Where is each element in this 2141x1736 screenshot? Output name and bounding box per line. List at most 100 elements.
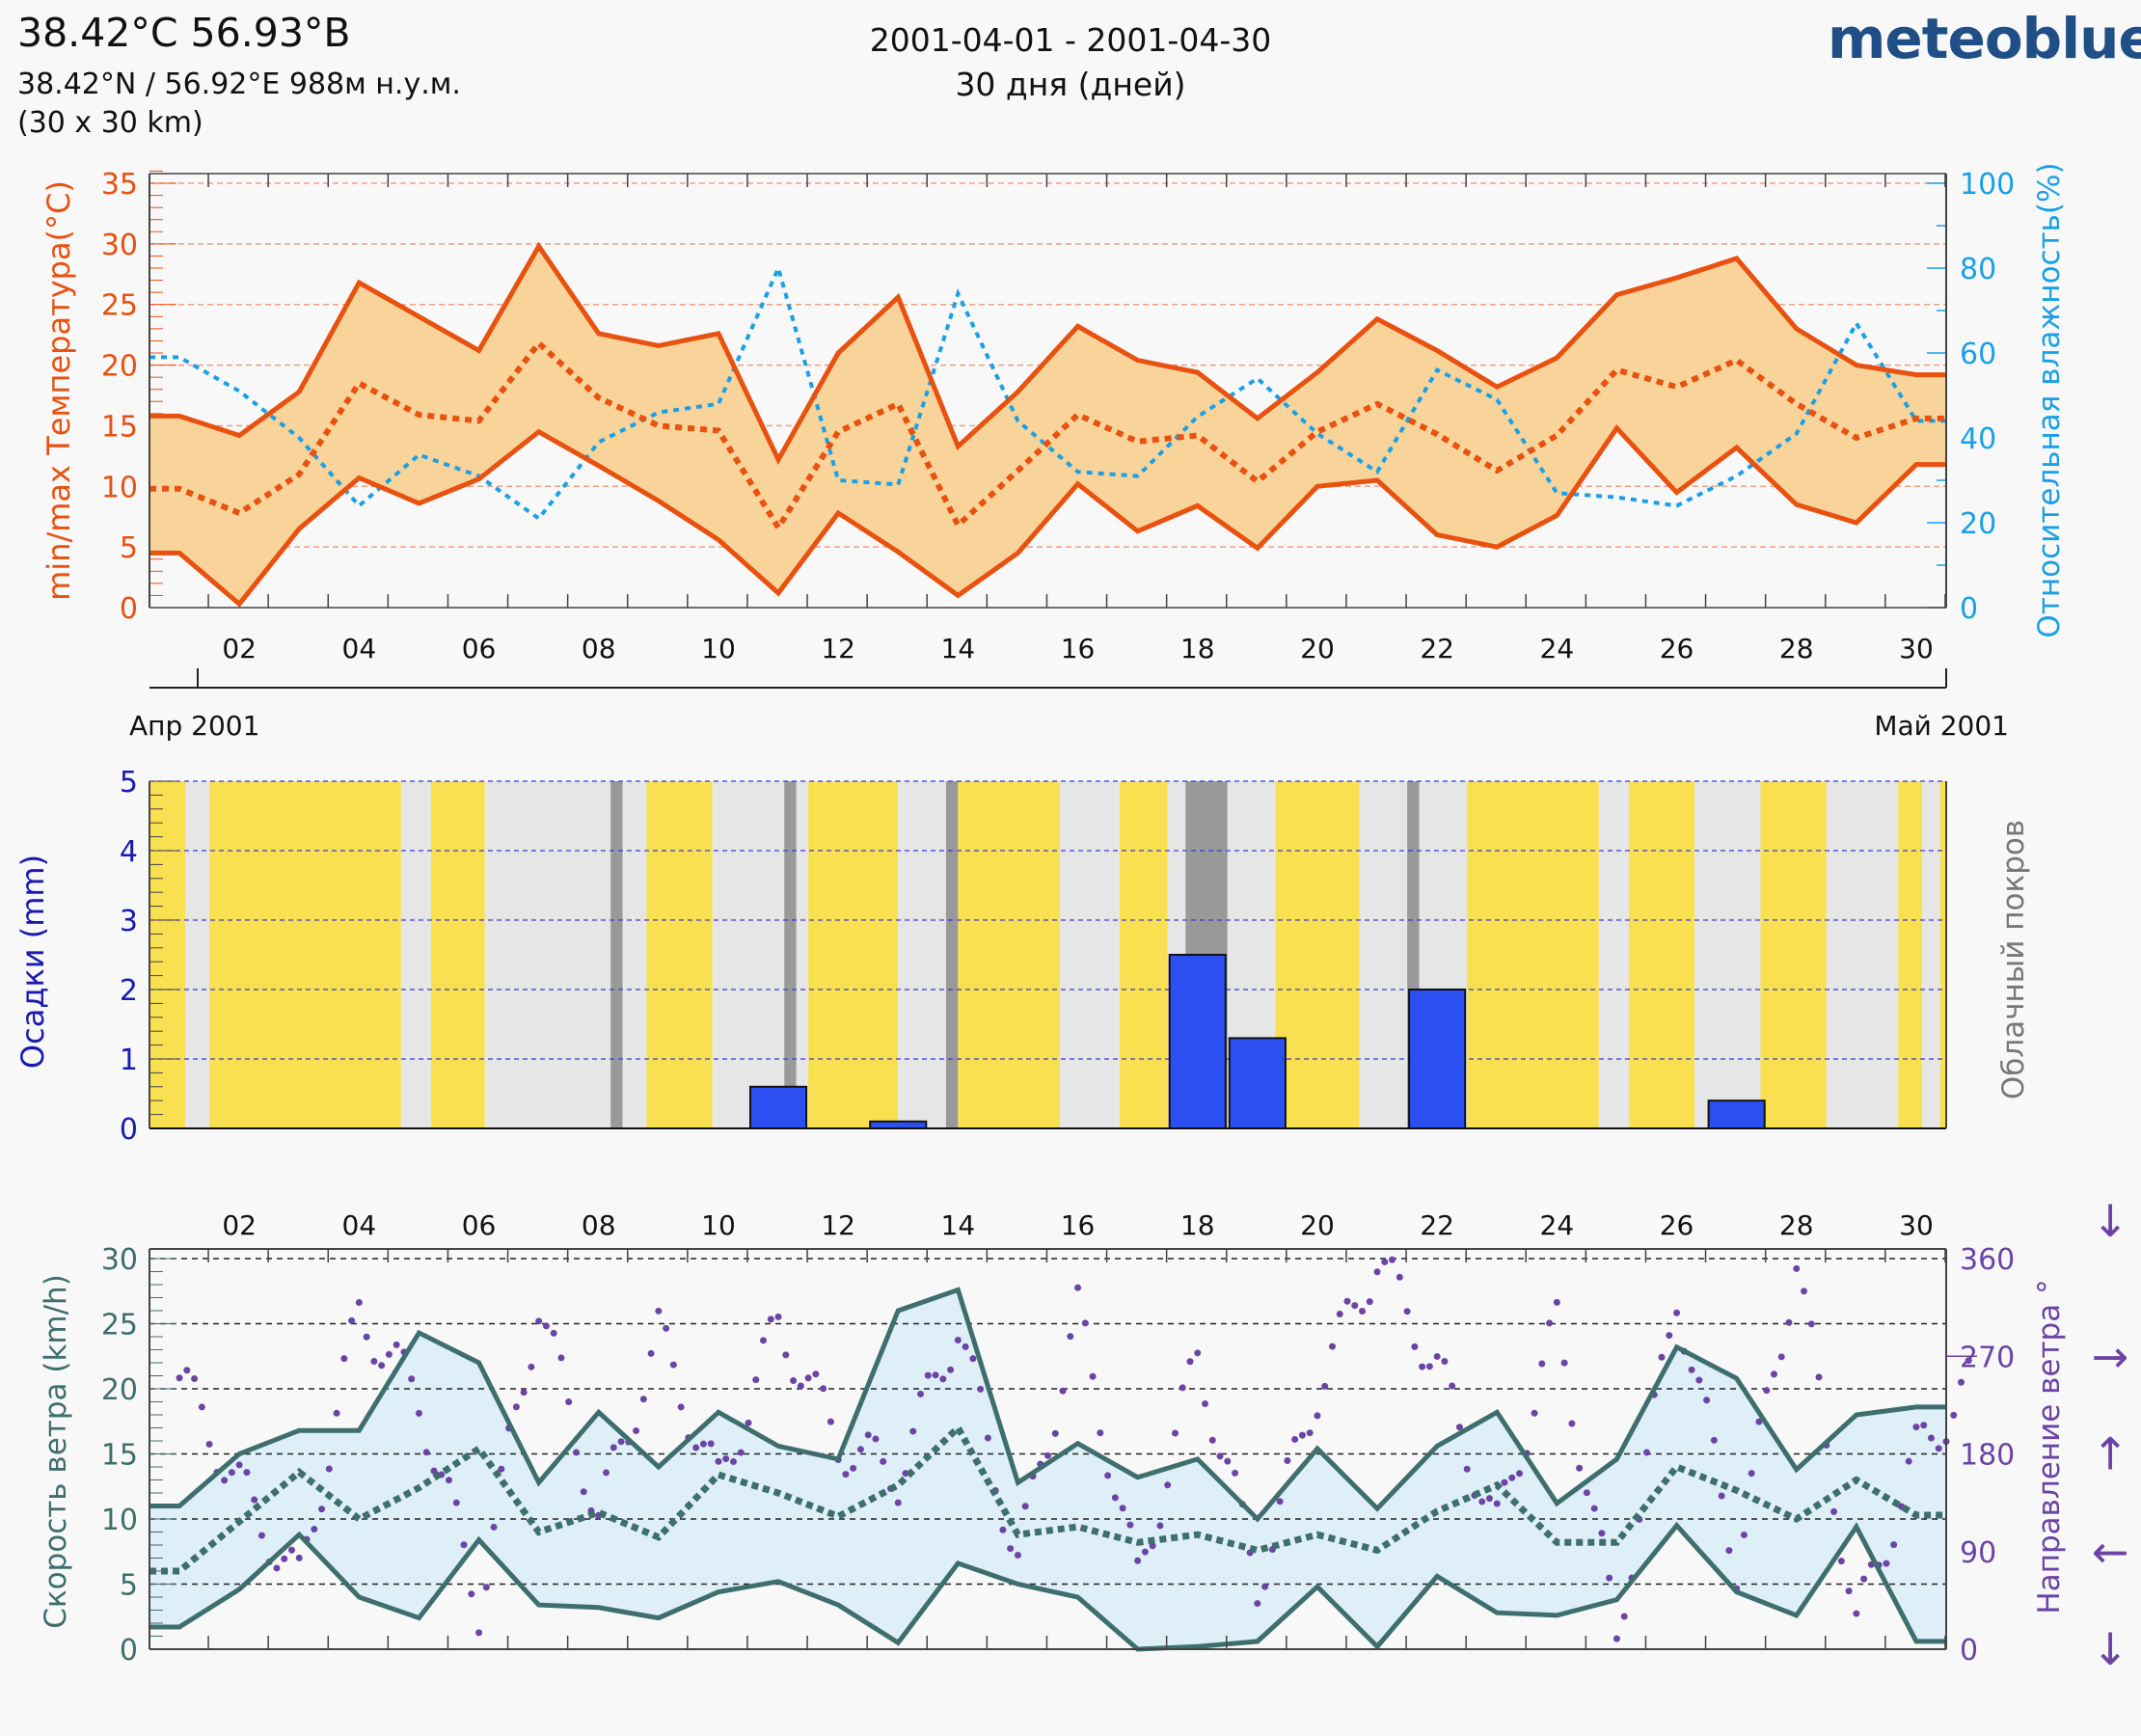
humidity-tick-label: 0 (1960, 592, 1978, 626)
wind-direction-dot (603, 1469, 610, 1477)
cloud-band-sun (1467, 781, 1599, 1128)
wind-direction-dot (1059, 1387, 1067, 1395)
wind-direction-dot (917, 1390, 925, 1397)
wind-date-tick-label: 14 (941, 1209, 976, 1241)
precipitation-panel: 0 1 2 3 4 5 Осадки (mm) Облачный покров (14, 766, 2031, 1147)
wind-direction-dot (1419, 1363, 1426, 1370)
wind-direction-dot (699, 1440, 707, 1448)
wind-direction-dot (370, 1358, 378, 1366)
precip-bar (749, 1085, 808, 1130)
wind-direction-dot (1643, 1449, 1650, 1456)
precip-bar (1408, 989, 1467, 1129)
wind-direction-dot (1186, 1358, 1194, 1366)
wind-tick-label: 30 (101, 1243, 138, 1277)
wind-direction-dot (1770, 1370, 1777, 1378)
period-range: 2001-04-01 - 2001-04-30 (869, 21, 1272, 59)
wind-direction-dot (1860, 1575, 1868, 1583)
wind-direction-dot (1007, 1545, 1015, 1553)
period-days: 30 дня (дней) (955, 66, 1186, 103)
wind-direction-dot (1695, 1376, 1703, 1384)
wind-direction-dot (1044, 1451, 1051, 1459)
wind-direction-dot (1927, 1434, 1935, 1442)
wind-direction-dot (962, 1343, 969, 1350)
wind-direction-dot (1538, 1360, 1546, 1368)
wind-direction-dot (1793, 1264, 1801, 1272)
temp-max-line (149, 241, 1946, 466)
wind-mean-line (149, 1422, 1946, 1575)
wind-direction-dot (954, 1336, 962, 1343)
wind-direction-dot (1777, 1353, 1785, 1361)
cloud-band-light (898, 781, 946, 1128)
date-tick-label: 12 (821, 633, 855, 665)
precip-bar (869, 1120, 928, 1130)
wind-direction-dot (1576, 1464, 1584, 1472)
wind-direction-dot (1785, 1318, 1793, 1326)
direction-tick-label: 0 (1960, 1634, 1978, 1668)
wind-direction-dot (1097, 1429, 1104, 1437)
wind-direction-dot (393, 1341, 400, 1348)
temp-tick-label: 25 (101, 289, 138, 323)
wind-direction-dot (1051, 1429, 1059, 1437)
wind-direction-dot (1890, 1541, 1898, 1549)
direction-tick-label: 90 (1960, 1536, 1996, 1570)
wind-direction-dot (273, 1564, 281, 1572)
wind-direction-dot (999, 1526, 1007, 1533)
wind-direction-dot (669, 1361, 677, 1369)
cloud-band-dark (945, 781, 959, 1128)
wind-panel: 02 04 06 08 10 12 14 16 18 20 22 24 26 28 30 0 5 10 15 20 25… (39, 1195, 2128, 1675)
precip-bar (1168, 954, 1227, 1129)
wind-direction-dot (535, 1317, 543, 1325)
wind-direction-dot (1389, 1256, 1396, 1263)
wind-tick-label: 15 (101, 1439, 138, 1473)
cloud-band-sun (1939, 781, 1946, 1128)
wind-direction-dot (311, 1525, 318, 1533)
date-tick-label: 06 (462, 633, 497, 665)
wind-direction-dot (1531, 1409, 1538, 1417)
wind-direction-dot (715, 1457, 722, 1465)
wind-direction-dot (1373, 1268, 1381, 1276)
wind-direction-dot (894, 1499, 902, 1506)
date-tick-label: 24 (1540, 633, 1575, 665)
wind-direction-dot (782, 1351, 790, 1359)
wind-direction-dot (729, 1458, 737, 1466)
wind-tick-label: 5 (120, 1569, 138, 1603)
temp-axis-title: min/max Температура(°C) (41, 180, 77, 601)
temp-range-fill (149, 246, 1916, 605)
date-tick-label: 16 (1061, 633, 1096, 665)
wind-direction-dot (550, 1329, 557, 1337)
wind-direction-dot (722, 1455, 730, 1463)
temp-tick-label: 5 (120, 531, 138, 565)
wind-date-tick-label: 12 (821, 1209, 855, 1241)
wind-direction-dot (1321, 1382, 1329, 1390)
wind-direction-dot (677, 1403, 685, 1411)
wind-direction-dot (1089, 1372, 1097, 1380)
wind-direction-dot (633, 1427, 640, 1435)
cloud-band-light (1694, 781, 1761, 1128)
wind-direction-dot (176, 1374, 183, 1382)
wind-tick-label: 20 (101, 1373, 138, 1407)
wind-direction-dot (880, 1457, 887, 1465)
wind-direction-dot (1396, 1273, 1403, 1281)
wind-direction-dot (1950, 1411, 1958, 1419)
humidity-axis-title: Относительная влажность(%) (2032, 162, 2067, 637)
wind-direction-dot (408, 1375, 416, 1383)
wind-direction-dot (1149, 1542, 1156, 1550)
wind-direction-dot (850, 1464, 857, 1472)
wind-date-tick-label: 02 (222, 1209, 257, 1241)
wind-direction-dot (1583, 1489, 1590, 1497)
cloud-band-light (1359, 781, 1408, 1128)
wind-tick-label: 0 (120, 1634, 138, 1668)
wind-direction-dot (1179, 1384, 1186, 1392)
wind-direction-dot (378, 1362, 386, 1370)
wind-direction-dot (557, 1354, 565, 1362)
wind-direction-dot (1508, 1474, 1516, 1481)
date-tick-label: 08 (582, 633, 616, 665)
wind-direction-dot (318, 1505, 326, 1513)
temp-tick-label: 15 (101, 410, 138, 444)
wind-direction-dot (1425, 1363, 1433, 1370)
wind-direction-dot (520, 1389, 528, 1397)
wind-direction-dot (1568, 1420, 1576, 1427)
wind-date-tick-label: 28 (1779, 1209, 1814, 1241)
wind-date-tick-label: 04 (342, 1209, 377, 1241)
cloud-band-dark (610, 781, 623, 1128)
